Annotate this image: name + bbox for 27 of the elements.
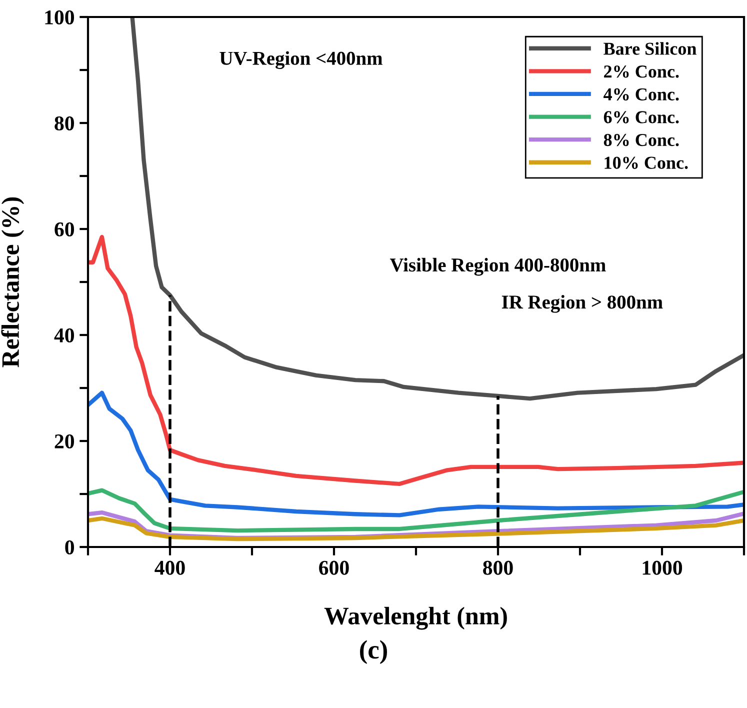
line-series xyxy=(88,234,744,486)
legend-label: 10% Conc. xyxy=(604,156,688,169)
line-series xyxy=(130,17,744,401)
legend-label: 6% Conc. xyxy=(604,111,679,124)
line-series xyxy=(88,488,744,533)
x-axis-title: Wavelenght (nm) xyxy=(324,606,507,630)
x-tick-label: 400 xyxy=(154,560,185,575)
legend-label: Bare Silicon xyxy=(604,42,696,55)
y-tick-label: 40 xyxy=(54,328,74,342)
legend-label: 4% Conc. xyxy=(604,88,679,101)
x-tick-label: 1000 xyxy=(642,560,682,575)
y-tick-label: 0 xyxy=(65,540,74,554)
annotation: UV-Region <400nm xyxy=(220,51,382,69)
annotation: Visible Region 400-800nm xyxy=(390,258,606,276)
y-tick-label: 60 xyxy=(54,222,74,236)
y-tick-label: 20 xyxy=(54,434,74,448)
x-tick-label: 600 xyxy=(319,560,349,575)
line-series xyxy=(88,390,744,518)
x-tick-label: 800 xyxy=(483,560,513,575)
y-tick-label: 80 xyxy=(54,116,74,130)
line-series xyxy=(88,516,744,542)
text: (c) xyxy=(360,640,387,664)
legend-label: 2% Conc. xyxy=(604,65,679,78)
legend-label: 8% Conc. xyxy=(604,134,679,146)
annotation: IR Region > 800nm xyxy=(502,295,663,313)
y-tick-label: 100 xyxy=(45,10,74,24)
y-axis-title: Reflectance (%) xyxy=(1,197,24,368)
